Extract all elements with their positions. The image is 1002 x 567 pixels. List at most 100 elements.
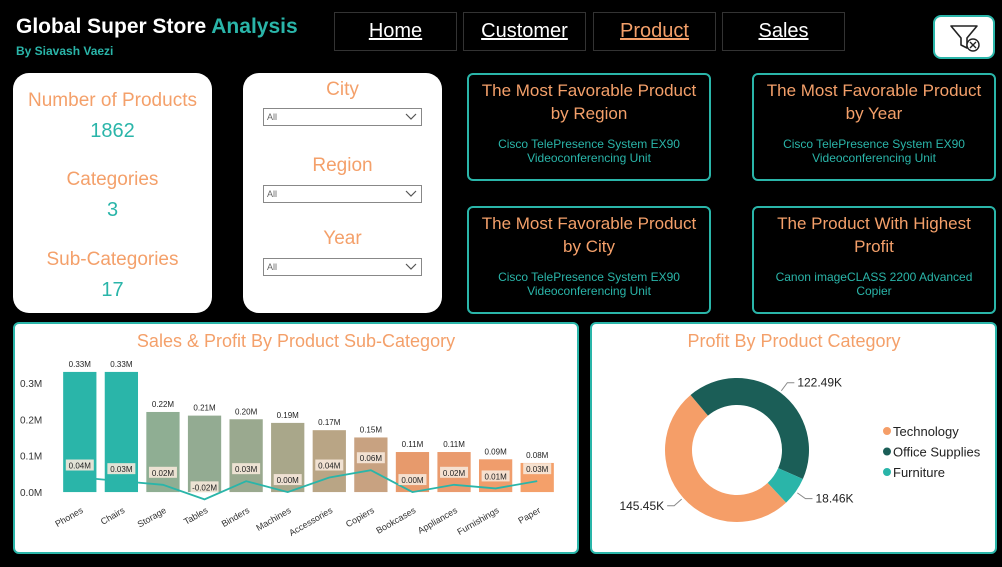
clear-filters-button[interactable] bbox=[933, 15, 995, 59]
bar bbox=[146, 411, 180, 493]
line-label-bg bbox=[481, 470, 510, 482]
legend-marker bbox=[883, 468, 891, 476]
leader-line bbox=[797, 492, 813, 500]
legend-label: Furniture bbox=[893, 465, 945, 480]
kpi-value: 3 bbox=[106, 199, 119, 221]
kpi-value: 1862 bbox=[90, 120, 135, 142]
y-tick-label: 0.0M bbox=[20, 488, 42, 499]
title-text: Global Super Store bbox=[16, 15, 207, 38]
kpi-label: Sub-Categories bbox=[46, 249, 179, 270]
x-tick-label: Phones bbox=[53, 505, 85, 529]
info-title: The Most Favorable Product by Year bbox=[766, 81, 982, 123]
bar-value-label: 0.08M bbox=[526, 451, 549, 460]
nav-button[interactable]: Customer bbox=[463, 12, 586, 51]
filter-dropdown[interactable]: All bbox=[263, 258, 422, 276]
info-title: The Most Favorable Product by Region bbox=[481, 81, 697, 123]
bar-value-label: 0.21M bbox=[193, 404, 216, 413]
x-tick-label: Binders bbox=[220, 505, 252, 529]
line-value-label: -0.02M bbox=[192, 483, 217, 492]
x-tick-label: Appliances bbox=[416, 505, 460, 536]
profit-line bbox=[79, 469, 538, 501]
donut-slice bbox=[665, 394, 787, 522]
nav-button[interactable]: Sales bbox=[722, 12, 845, 51]
bar-value-label: 0.11M bbox=[443, 440, 465, 449]
line-value-label: 0.02M bbox=[152, 469, 175, 478]
legend-label: Technology bbox=[893, 424, 959, 439]
filter-card: City All Region All Year All bbox=[243, 73, 442, 313]
filter-label: Region bbox=[312, 155, 373, 176]
info-card: The Product With Highest Profit Canon im… bbox=[752, 206, 996, 314]
info-value: Cisco TelePresence System EX90 Videoconf… bbox=[498, 137, 680, 165]
line-label-bg bbox=[273, 474, 302, 486]
app-title: Global Super Store Analysis bbox=[16, 15, 298, 39]
bar-value-label: 0.15M bbox=[360, 425, 383, 434]
line-value-label: 0.00M bbox=[401, 476, 424, 485]
bar-value-label: 0.19M bbox=[277, 411, 300, 420]
legend-marker bbox=[883, 427, 891, 435]
line-label-bg bbox=[190, 481, 219, 493]
chevron bbox=[405, 263, 417, 270]
chart-title: Sales & Profit By Product Sub-Category bbox=[137, 331, 455, 351]
bar bbox=[63, 371, 97, 493]
leader-line bbox=[667, 498, 682, 507]
kpi-value: 17 bbox=[101, 279, 124, 301]
bar bbox=[229, 419, 263, 493]
bar-value-label: 0.22M bbox=[152, 400, 175, 409]
legend-marker bbox=[883, 447, 891, 456]
dropdown-value: All bbox=[267, 189, 278, 199]
line-value-label: 0.01M bbox=[485, 472, 508, 481]
line-value-label: 0.04M bbox=[69, 462, 92, 471]
line-value-label: 0.04M bbox=[318, 462, 341, 471]
dropdown-value: All bbox=[267, 262, 278, 272]
nav-button[interactable]: Product bbox=[593, 12, 716, 51]
x-tick-label: Furnishings bbox=[455, 505, 501, 537]
slice-label: 122.49K bbox=[797, 376, 842, 390]
x-tick-label: Tables bbox=[182, 505, 210, 527]
dropdown-value: All bbox=[267, 112, 278, 122]
x-tick-label: Paper bbox=[516, 505, 542, 526]
bar-value-label: 0.17M bbox=[318, 418, 341, 427]
x-tick-label: Chairs bbox=[99, 505, 127, 527]
bar-value-label: 0.09M bbox=[485, 447, 508, 456]
line-label-bg bbox=[107, 463, 136, 475]
filter-label: Year bbox=[323, 228, 362, 249]
filter-dropdown[interactable]: All bbox=[263, 185, 422, 203]
kpi-label: Number of Products bbox=[28, 90, 197, 111]
chevron bbox=[405, 113, 417, 120]
bar bbox=[354, 437, 388, 493]
info-value: Cisco TelePresence System EX90 Videoconf… bbox=[498, 270, 680, 298]
bar-value-label: 0.33M bbox=[69, 360, 92, 369]
kpi-card: Number of Products 1862 Categories 3 Sub… bbox=[13, 73, 212, 313]
info-title: The Most Favorable Product by City bbox=[481, 214, 697, 256]
leader-line bbox=[780, 382, 795, 392]
y-tick-label: 0.1M bbox=[20, 452, 42, 463]
line-label-bg bbox=[315, 459, 344, 471]
line-value-label: 0.03M bbox=[235, 465, 258, 474]
x-tick-label: Storage bbox=[136, 505, 168, 529]
info-title: The Product With Highest Profit bbox=[777, 214, 971, 256]
legend-label: Office Supplies bbox=[893, 445, 981, 460]
chevron bbox=[405, 190, 417, 197]
line-label-bg bbox=[398, 474, 427, 486]
filter-dropdown[interactable]: All bbox=[263, 108, 422, 126]
nav-button[interactable]: Home bbox=[334, 12, 457, 51]
info-value: Cisco TelePresence System EX90 Videoconf… bbox=[783, 137, 965, 165]
y-tick-label: 0.3M bbox=[20, 379, 42, 390]
chart-title: Profit By Product Category bbox=[687, 331, 900, 351]
line-value-label: 0.06M bbox=[360, 454, 383, 463]
line-label-bg bbox=[232, 463, 261, 475]
info-card: The Most Favorable Product by Year Cisco… bbox=[752, 73, 996, 181]
info-value: Canon imageCLASS 2200 Advanced Copier bbox=[775, 270, 973, 298]
filter-label: City bbox=[326, 79, 359, 100]
line-label-bg bbox=[65, 459, 94, 471]
donut-slice bbox=[767, 468, 803, 503]
line-value-label: 0.03M bbox=[110, 465, 133, 474]
line-label-bg bbox=[148, 466, 177, 478]
donut-slice bbox=[690, 378, 809, 480]
line-label-bg bbox=[440, 466, 469, 478]
bar-value-label: 0.11M bbox=[402, 440, 424, 449]
slice-label: 18.46K bbox=[815, 492, 853, 506]
slice-label: 145.45K bbox=[619, 499, 664, 513]
